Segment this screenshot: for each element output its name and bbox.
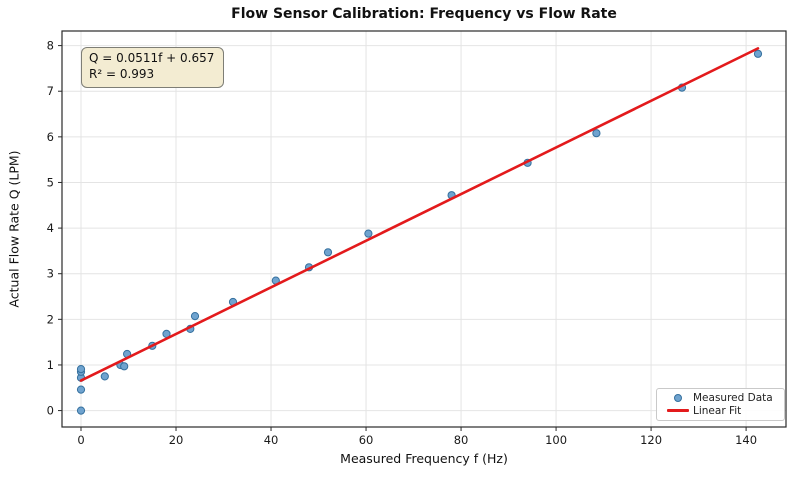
scatter-point [364, 229, 373, 238]
plot-border [61, 30, 787, 428]
legend-item-linear-fit: Linear Fit [663, 405, 778, 418]
legend-marker-cell [663, 409, 693, 413]
x-tick-label: 100 [545, 433, 567, 447]
x-tick-label: 0 [77, 433, 84, 447]
legend-label-linear-fit: Linear Fit [693, 404, 742, 417]
red-line-icon [667, 409, 689, 413]
legend-item-measured-data: Measured Data [663, 392, 778, 405]
x-tick-label: 40 [264, 433, 279, 447]
scatter-point [753, 49, 763, 58]
fit-equation-text: Q = 0.0511f + 0.657 [89, 51, 215, 65]
x-tick-label: 20 [169, 433, 184, 447]
scatter-point [76, 365, 86, 374]
legend-marker-cell [663, 394, 693, 403]
fit-line [79, 47, 760, 382]
x-tick-label: 80 [454, 433, 469, 447]
x-axis-label: Measured Frequency f (Hz) [340, 451, 508, 466]
y-tick-label: 2 [47, 312, 54, 326]
chart-title: Flow Sensor Calibration: Frequency vs Fl… [231, 6, 617, 22]
scatter-point [76, 385, 86, 394]
y-tick-label: 8 [47, 39, 54, 53]
scatter-point [190, 312, 200, 321]
y-tick-label: 4 [47, 221, 54, 235]
legend-label-measured-data: Measured Data [693, 392, 773, 405]
x-tick-label: 120 [640, 433, 662, 447]
x-tick-label: 60 [359, 433, 374, 447]
y-tick-label: 7 [47, 84, 54, 98]
y-tick-label: 5 [47, 175, 54, 189]
scatter-point [100, 372, 109, 381]
fit-annotation-box: Q = 0.0511f + 0.657 R² = 0.993 [81, 47, 225, 88]
y-tick-label: 6 [47, 130, 54, 144]
scatter-dot-icon [674, 394, 682, 403]
y-tick-label: 1 [47, 358, 54, 372]
y-axis-label: Actual Flow Rate Q (LPM) [6, 150, 22, 308]
y-tick-label: 0 [47, 404, 54, 418]
legend: Measured Data Linear Fit [656, 388, 785, 421]
scatter-point [323, 248, 333, 257]
scatter-point [76, 406, 86, 415]
x-tick-label: 140 [735, 433, 757, 447]
scatter-point [592, 129, 601, 138]
y-tick-label: 3 [47, 267, 54, 281]
fit-r-squared-text: R² = 0.993 [89, 66, 155, 81]
scatter-point [120, 362, 129, 371]
